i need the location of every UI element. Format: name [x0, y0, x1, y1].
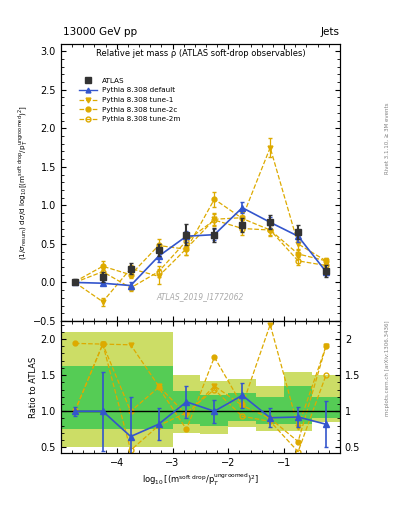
Legend: ATLAS, Pythia 8.308 default, Pythia 8.308 tune-1, Pythia 8.308 tune-2c, Pythia 8: ATLAS, Pythia 8.308 default, Pythia 8.30… [76, 75, 184, 125]
Y-axis label: Ratio to ATLAS: Ratio to ATLAS [29, 356, 38, 418]
Text: mcplots.cern.ch [arXiv:1306.3436]: mcplots.cern.ch [arXiv:1306.3436] [385, 321, 390, 416]
Y-axis label: $(1/\sigma_{\rm resum})$ d$\sigma$/d log$_{10}$[(m$^{\rm soft\ drop}$/p$_T^{\rm : $(1/\sigma_{\rm resum})$ d$\sigma$/d log… [16, 105, 30, 260]
Text: Relative jet mass ρ (ATLAS soft-drop observables): Relative jet mass ρ (ATLAS soft-drop obs… [95, 49, 305, 58]
Text: Jets: Jets [321, 27, 340, 37]
X-axis label: $\log_{10}$[(m$^{\rm soft\ drop}$/p$_T^{\rm ungroomed}$)$^2$]: $\log_{10}$[(m$^{\rm soft\ drop}$/p$_T^{… [142, 472, 259, 488]
Text: Rivet 3.1.10, ≥ 3M events: Rivet 3.1.10, ≥ 3M events [385, 102, 390, 174]
Text: ATLAS_2019_I1772062: ATLAS_2019_I1772062 [157, 292, 244, 302]
Text: 13000 GeV pp: 13000 GeV pp [63, 27, 137, 37]
